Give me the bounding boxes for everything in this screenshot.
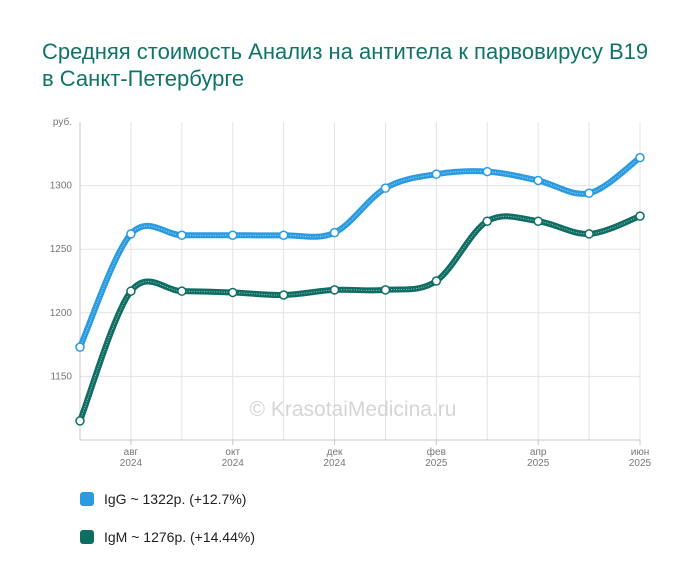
x-tick-month: авг [124,447,139,458]
chart-title: Средняя стоимость Анализ на антитела к п… [42,39,649,91]
data-point-igm [126,286,136,296]
data-point-igg [75,342,85,352]
data-point-igg [329,227,340,238]
x-tick-month: дек [327,447,343,458]
data-point-igm [482,216,493,226]
legend-label-igm: IgM ~ 1276р. (+14.44%) [104,529,255,545]
data-point-igg [380,183,391,193]
y-unit-label: руб. [53,116,72,128]
legend-swatch-igm [80,530,94,544]
data-point-igg [227,230,238,240]
x-tick-year: 2024 [120,458,143,469]
series-line-texture-igg [79,157,641,348]
x-tick-year: 2025 [527,458,550,469]
y-tick-label: 1150 [50,371,72,382]
watermark: © KrasotaiMedicina.ru [250,398,457,421]
data-points [75,152,645,426]
y-tick-label: 1200 [50,308,73,319]
series-line-texture-igm [79,215,641,422]
data-point-igg [278,230,289,240]
x-tick-year: 2024 [323,458,346,469]
data-point-igg [431,169,442,179]
data-point-igg [533,175,543,186]
x-tick-month: апр [530,447,547,458]
data-point-igm [584,229,594,239]
data-point-igm [75,416,85,426]
data-point-igm [533,216,543,226]
data-point-igg [635,152,645,163]
legend-swatch-igg [80,492,94,506]
data-point-igm [278,290,289,300]
data-point-igm [380,285,391,295]
data-point-igg [482,166,493,177]
x-tick-year: 2024 [222,458,245,469]
x-tick-month: июн [631,447,650,458]
data-point-igg [584,188,594,198]
y-tick-label: 1250 [50,244,73,255]
data-point-igm [227,287,238,298]
data-point-igm [431,276,442,286]
x-tick-year: 2025 [629,458,652,469]
legend: IgG ~ 1322р. (+12.7%) IgM ~ 1276р. (+14.… [80,489,255,565]
data-point-igm [635,211,645,221]
data-point-igg [177,230,187,240]
series-lines [77,154,643,424]
data-point-igm [329,285,340,295]
grid [80,122,641,440]
legend-item-igg[interactable]: IgG ~ 1322р. (+12.7%) [80,489,255,509]
x-tick-month: окт [225,447,240,458]
x-tick-year: 2025 [425,458,448,469]
legend-label-igg: IgG ~ 1322р. (+12.7%) [104,491,247,507]
y-tick-label: 1300 [50,181,73,192]
legend-item-igm[interactable]: IgM ~ 1276р. (+14.44%) [80,527,255,547]
data-point-igm [177,286,187,296]
series-line-igm [77,213,643,424]
axes: 1150120012501300руб.авг2024окт2024дек202… [50,116,652,469]
x-tick-month: фев [427,446,446,458]
data-point-igg [126,229,136,239]
